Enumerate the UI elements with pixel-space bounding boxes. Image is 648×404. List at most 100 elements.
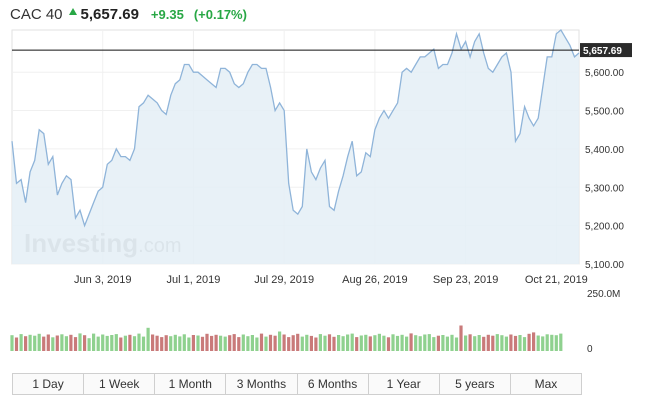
timeframe-6-months[interactable]: 6 Months	[298, 374, 369, 394]
timeframe-1-month[interactable]: 1 Month	[155, 374, 227, 394]
volume-bar	[60, 334, 64, 351]
volume-axis-max: 250.0M	[587, 289, 620, 300]
volume-bar	[454, 337, 459, 351]
volume-bar	[51, 337, 55, 351]
volume-bar	[259, 333, 264, 351]
last-price: 5,657.69	[80, 6, 139, 23]
volume-bar	[436, 335, 440, 351]
timeframe-5-years[interactable]: 5 years	[440, 374, 511, 394]
volume-bar	[355, 337, 359, 351]
volume-bar	[200, 336, 205, 351]
volume-bar	[173, 334, 177, 351]
volume-bar	[423, 334, 427, 351]
volume-bar	[10, 335, 14, 351]
price-area	[12, 30, 579, 264]
timeframe-1-year[interactable]: 1 Year	[369, 374, 440, 394]
volume-bar	[418, 336, 422, 351]
volume-bar	[214, 334, 218, 351]
volume-bar	[64, 336, 68, 351]
volume-bar	[541, 336, 545, 351]
volume-bar	[96, 336, 100, 351]
volume-bar	[500, 335, 504, 351]
volume-bar	[128, 334, 132, 351]
volume-bar	[473, 336, 477, 351]
volume-bar	[527, 333, 531, 351]
volume-bar	[146, 327, 150, 351]
volume-bar	[83, 335, 87, 351]
price-chart[interactable]: Investing.com5,657.695,100.005,200.005,3…	[0, 0, 648, 370]
volume-bar	[459, 325, 463, 351]
volume-bar	[278, 331, 282, 351]
volume-bar	[441, 335, 445, 351]
y-tick-label: 5,200.00	[585, 222, 624, 233]
volume-bar	[468, 334, 472, 351]
volume-bar	[196, 335, 200, 351]
volume-bar	[491, 335, 495, 351]
last-price-label: 5,657.69	[583, 46, 622, 57]
volume-bar	[522, 337, 527, 351]
volume-bar	[486, 334, 490, 351]
price-change-percent: (+0.17%)	[193, 7, 247, 22]
volume-bar	[327, 334, 332, 351]
volume-bar	[346, 334, 350, 351]
volume-bar	[432, 337, 436, 351]
volume-bar	[545, 334, 549, 351]
volume-bar	[368, 336, 372, 351]
volume-bar	[123, 335, 127, 351]
volume-bar	[337, 335, 341, 351]
volume-bar	[532, 332, 536, 351]
volume-bar	[268, 334, 273, 351]
volume-bar	[78, 333, 82, 351]
volume-bar	[246, 336, 250, 351]
volume-bar	[282, 334, 286, 351]
volume-bar	[518, 335, 522, 351]
quote-header: CAC 40 5,657.69 +9.35 (+0.17%)	[10, 6, 257, 26]
volume-bar	[359, 335, 363, 351]
volume-bar	[87, 338, 91, 351]
volume-bar	[341, 336, 345, 351]
volume-bar	[509, 334, 513, 351]
volume-bar	[305, 334, 309, 351]
volume-bar	[559, 333, 563, 351]
volume-bar	[169, 336, 173, 351]
volume-bar	[223, 336, 227, 351]
volume-bar	[450, 334, 454, 351]
volume-bar	[255, 337, 259, 351]
x-tick-label: Jul 29, 2019	[254, 274, 314, 286]
volume-bar	[187, 337, 191, 351]
volume-bar	[377, 333, 381, 351]
volume-bar	[427, 334, 431, 351]
y-tick-label: 5,100.00	[585, 260, 624, 271]
timeframe-max[interactable]: Max	[534, 377, 558, 391]
volume-bar	[513, 335, 518, 351]
x-tick-label: Sep 23, 2019	[433, 274, 498, 286]
timeframe-3-months[interactable]: 3 Months	[226, 374, 298, 394]
y-tick-label: 5,500.00	[585, 107, 624, 118]
volume-bar	[332, 336, 336, 351]
x-tick-label: Aug 26, 2019	[342, 274, 407, 286]
timeframe-1-day[interactable]: 1 Day	[13, 374, 85, 394]
volume-bar	[250, 335, 254, 351]
volume-bar	[477, 335, 481, 351]
volume-bar	[114, 334, 118, 351]
volume-bar	[323, 335, 327, 351]
price-change: +9.35	[150, 7, 184, 22]
volume-bar	[160, 337, 164, 351]
volume-bar	[137, 333, 141, 351]
volume-bar	[55, 335, 59, 351]
volume-bar	[296, 333, 300, 351]
volume-bar	[309, 335, 313, 351]
volume-bar	[409, 333, 413, 351]
volume-bar	[37, 333, 41, 351]
volume-bar	[395, 335, 400, 351]
volume-bar	[504, 336, 508, 351]
timeframe-selector: 1 Day 1 Week 1 Month 3 Months 6 Months 1 Year…	[12, 373, 582, 395]
volume-bar	[33, 335, 37, 351]
volume-bar	[141, 336, 146, 351]
volume-bar	[69, 334, 73, 351]
x-tick-label: Jun 3, 2019	[74, 274, 132, 286]
volume-bar	[110, 335, 114, 351]
price-line	[11, 29, 580, 228]
timeframe-1-week[interactable]: 1 Week	[84, 374, 156, 394]
volume-bar	[237, 337, 241, 351]
